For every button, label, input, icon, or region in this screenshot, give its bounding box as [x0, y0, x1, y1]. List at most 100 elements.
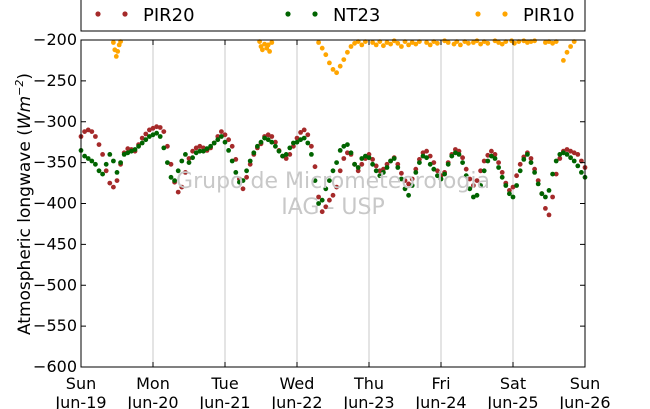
- data-point: [458, 42, 463, 48]
- data-point: [287, 145, 293, 151]
- data-point: [550, 171, 555, 177]
- data-point: [571, 150, 577, 156]
- data-point: [125, 146, 131, 152]
- data-point: [287, 152, 293, 157]
- data-point: [550, 194, 555, 200]
- data-point: [215, 137, 221, 143]
- data-point: [219, 134, 224, 139]
- data-point: [521, 157, 527, 162]
- data-point: [276, 148, 282, 154]
- data-point: [481, 168, 487, 174]
- data-point: [474, 192, 480, 198]
- x-tick-label-date: Jun-23: [342, 393, 394, 409]
- data-point: [269, 40, 275, 45]
- data-point: [492, 152, 498, 157]
- data-point: [280, 153, 285, 159]
- data-point: [467, 176, 473, 182]
- data-point: [546, 212, 552, 218]
- data-point: [525, 40, 530, 45]
- data-point: [262, 41, 267, 47]
- data-point: [229, 143, 235, 149]
- data-point: [431, 166, 437, 172]
- data-point: [485, 40, 491, 46]
- data-point: [341, 143, 347, 149]
- data-point: [568, 44, 573, 49]
- data-point: [557, 152, 563, 157]
- data-point: [402, 178, 408, 184]
- data-point: [514, 173, 519, 179]
- data-point: [327, 178, 332, 184]
- x-tick-label-day: Mon: [136, 374, 170, 393]
- data-point: [154, 124, 160, 130]
- data-point: [384, 40, 390, 45]
- data-point: [543, 40, 548, 45]
- data-point: [427, 161, 433, 167]
- y-tick-label: −450: [33, 234, 77, 253]
- data-point: [492, 156, 498, 161]
- data-point: [435, 173, 440, 179]
- data-point: [226, 137, 232, 143]
- x-tick-label-day: Sat: [500, 374, 526, 393]
- data-point: [150, 132, 156, 138]
- x-tick-label-date: Jun-19: [54, 393, 106, 409]
- data-point: [341, 156, 347, 161]
- data-point: [510, 184, 516, 190]
- data-point: [305, 140, 311, 146]
- data-point: [413, 41, 419, 47]
- data-point: [111, 40, 116, 45]
- data-point: [330, 67, 336, 72]
- x-tick-label-date: Jun-20: [126, 393, 178, 409]
- data-point: [514, 183, 519, 188]
- data-point: [103, 168, 109, 174]
- data-point: [294, 139, 300, 145]
- data-point: [442, 171, 447, 177]
- data-point: [532, 170, 537, 175]
- data-point: [402, 186, 408, 192]
- data-point: [165, 160, 170, 166]
- data-point: [323, 186, 329, 192]
- data-point: [309, 143, 314, 149]
- y-tick-label: −300: [33, 112, 77, 131]
- data-point: [370, 40, 375, 45]
- x-tick-label-day: Sun: [66, 374, 96, 393]
- x-tick-label-day: Wed: [280, 374, 315, 393]
- data-point: [298, 130, 303, 135]
- data-point: [247, 161, 253, 167]
- data-point: [496, 40, 501, 45]
- data-point: [557, 156, 563, 161]
- data-point: [550, 40, 555, 46]
- data-point: [377, 168, 383, 174]
- data-point: [233, 170, 239, 175]
- data-point: [316, 40, 321, 45]
- data-point: [391, 156, 397, 161]
- data-point: [388, 41, 393, 47]
- data-point: [237, 179, 242, 185]
- data-point: [399, 44, 404, 49]
- data-point: [496, 160, 501, 166]
- data-point: [175, 168, 181, 174]
- data-point: [466, 40, 471, 46]
- y-tick-label: −250: [33, 71, 77, 90]
- data-point: [575, 163, 581, 169]
- data-point: [161, 145, 167, 151]
- y-tick-label: −350: [33, 153, 77, 172]
- data-point: [85, 156, 91, 161]
- data-point: [115, 49, 121, 54]
- data-point: [161, 129, 167, 135]
- data-point: [543, 206, 548, 211]
- data-point: [103, 161, 109, 167]
- data-point: [204, 146, 210, 152]
- data-point: [255, 143, 260, 149]
- data-point: [478, 41, 483, 47]
- data-point: [517, 161, 523, 167]
- data-point: [553, 158, 559, 164]
- data-point: [424, 155, 429, 161]
- data-point: [435, 168, 440, 174]
- y-tick-label: −500: [33, 275, 77, 294]
- series-layer: [78, 38, 588, 218]
- x-tick-label-day: Fri: [431, 374, 450, 393]
- data-point: [535, 178, 541, 184]
- data-point: [334, 184, 339, 190]
- data-point: [417, 160, 422, 166]
- data-point: [168, 174, 174, 180]
